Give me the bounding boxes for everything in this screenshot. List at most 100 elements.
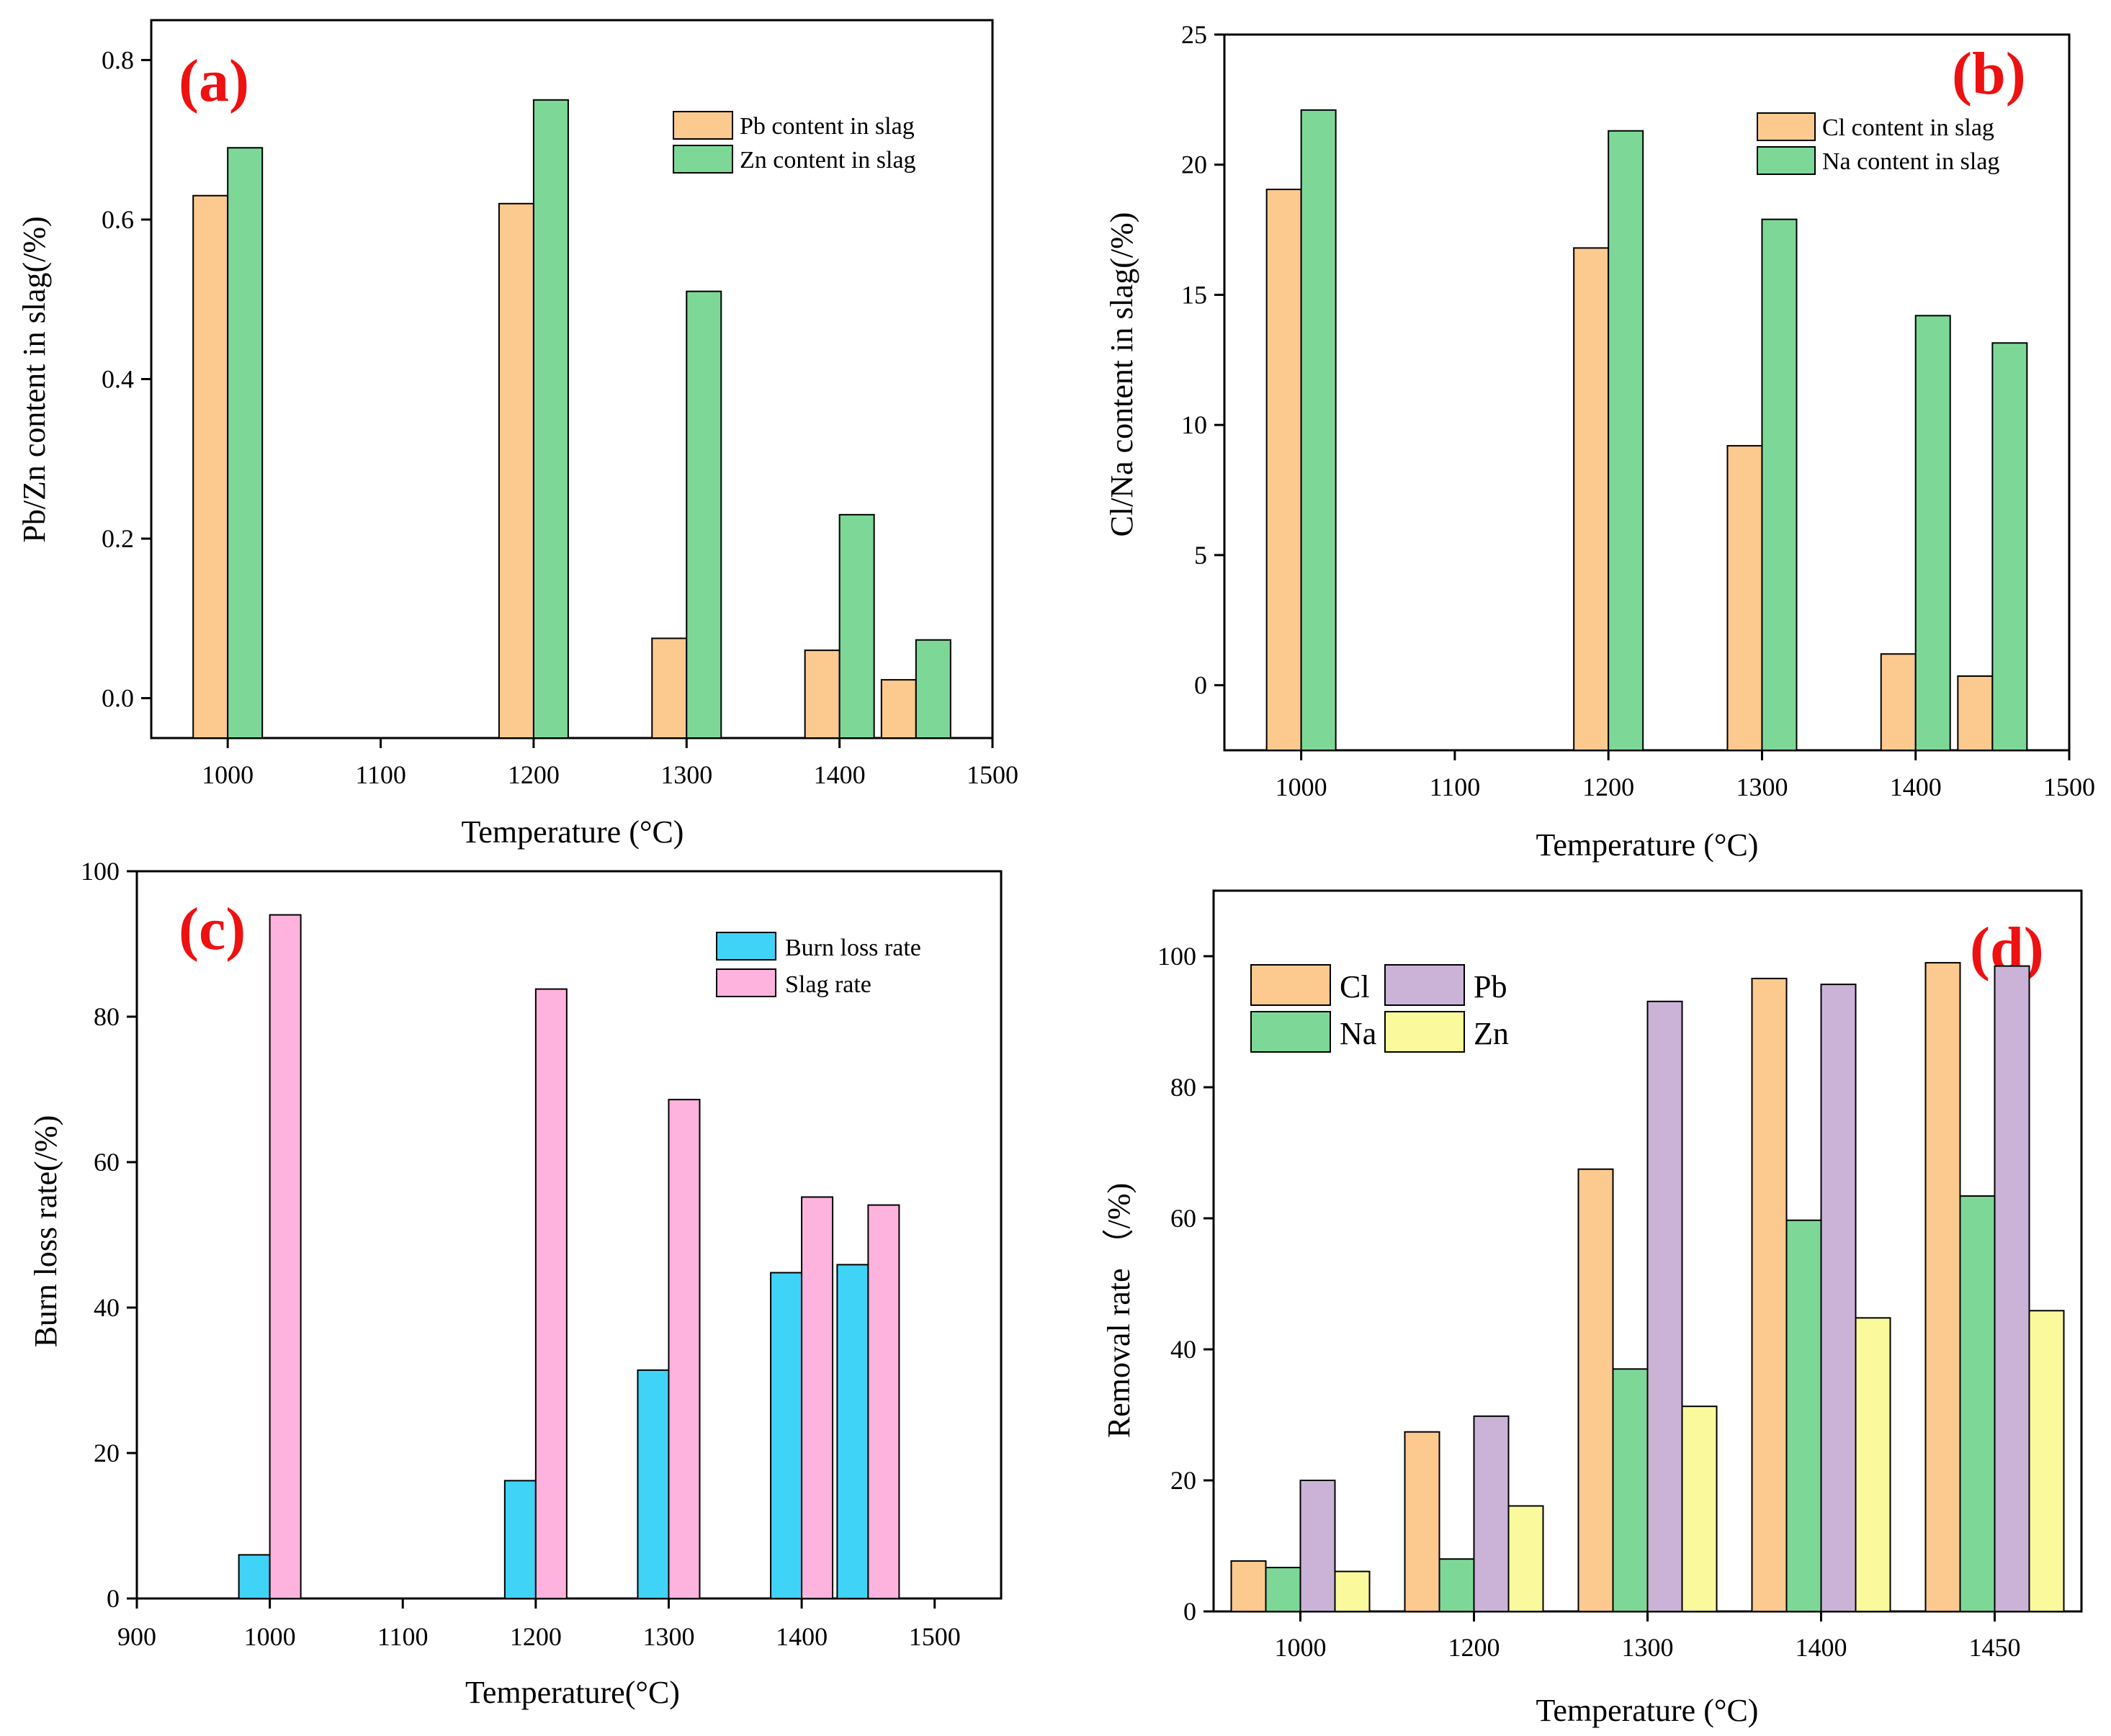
panel-c-legend-label-burn: Burn loss rate [785,935,921,961]
panel-b-y-tick-label: 15 [1181,280,1207,309]
panel-a-legend-label-pb: Pb content in slag [740,113,915,140]
panel-b-bar-na-content-in-slag [1914,315,1951,751]
panel-a-bar-zn-content-in-slag [915,639,951,739]
panel-c-bar-burn-loss-rate [770,1272,803,1600]
panel-d-bar-cl [1404,1431,1440,1613]
panel-d-bar-pb [1646,1000,1683,1613]
panel-c-x-tick-label: 1500 [909,1622,961,1651]
panel-b-bar-cl-content-in-slag [1880,653,1917,752]
panel-a-bar-zn-content-in-slag [686,290,722,739]
panel-b-chart: (b) Cl content in slag Na content in sla… [1104,20,2095,863]
panel-b-x-tick-label: 1100 [1430,773,1481,801]
panel-a-x-tick-label: 1000 [202,760,254,789]
panel-a-y-axis-label: Pb/Zn content in slag(/%) [17,216,52,542]
panel-d-x-tick-label: 1300 [1622,1633,1674,1662]
panel-d-legend-swatch-na [1250,1011,1331,1053]
panel-d-chart: (d) Cl Pb Na Zn Temperature (°C) Removal… [1101,889,2083,1728]
panel-d-bar-cl [1924,962,1961,1612]
panel-d-x-tick-label: 1450 [1969,1633,2021,1662]
panel-c-bar-slag-rate [534,988,568,1599]
panel-c-bar-slag-rate [867,1204,900,1599]
panel-b-bar-na-content-in-slag [1761,218,1798,751]
panel-d-legend-label-zn: Zn [1474,1016,1509,1051]
panel-c-bar-burn-loss-rate [836,1264,869,1600]
panel-d-bar-na [1265,1567,1301,1613]
panel-c-y-tick-label: 20 [94,1439,120,1467]
panel-d-legend-swatch-cl [1250,964,1331,1006]
panel-d-bar-cl [1751,977,1788,1612]
panel-d-y-tick-label: 60 [1170,1204,1196,1233]
panel-a-x-tick-label: 1400 [814,760,866,789]
panel-a-y-tick-label: 0.2 [102,524,134,553]
panel-d-y-tick-label: 80 [1170,1073,1196,1102]
panel-c-x-axis-label: Temperature(°C) [465,1675,680,1710]
panel-d-bar-zn [1334,1570,1371,1612]
panel-a-legend: Pb content in slag Zn content in slag [673,111,916,174]
panel-a-y-tick-label: 0.8 [102,45,134,74]
panel-b-legend: Cl content in slag Na content in slag [1757,112,1999,175]
panel-d-legend-label-na: Na [1340,1016,1376,1051]
panel-a-bar-zn-content-in-slag [227,147,264,739]
panel-c-x-tick-label: 1400 [776,1622,828,1651]
panel-b-bar-na-content-in-slag [1608,130,1644,752]
panel-b-bar-cl-content-in-slag [1726,445,1763,752]
panel-d-y-tick-label: 20 [1170,1466,1196,1495]
panel-a-x-axis-label: Temperature (°C) [462,814,684,850]
panel-b-x-axis-label: Temperature (°C) [1536,827,1759,863]
panel-c-x-tick-label: 900 [117,1622,156,1651]
panel-b-x-tick-label: 1500 [2043,773,2095,801]
panel-a-label: (a) [179,48,249,114]
panel-c-y-tick-label: 40 [94,1293,120,1322]
panel-b-y-axis-label: Cl/Na content in slag(/%) [1104,212,1139,537]
panel-c-y-tick-label: 0 [107,1584,120,1613]
panel-d-x-tick-label: 1400 [1796,1633,1847,1662]
panel-b-y-tick-label: 25 [1181,20,1207,49]
panel-b-y-tick-label: 20 [1181,150,1207,179]
panel-c-legend-label-slag: Slag rate [785,971,871,998]
panel-c-y-tick-label: 60 [94,1148,120,1177]
panel-c-bar-slag-rate [801,1196,834,1599]
panel-c-x-tick-label: 1200 [510,1622,562,1651]
panel-a-y-tick-label: 0.4 [102,365,134,394]
panel-b-bar-cl-content-in-slag [1265,189,1302,752]
panel-c-bar-burn-loss-rate [238,1554,271,1599]
panel-b-x-tick-label: 1200 [1582,773,1634,801]
panel-b-y-tick-label: 5 [1194,541,1207,570]
panel-d-legend-label-cl: Cl [1340,969,1370,1004]
panel-a-bar-pb-content-in-slag [192,194,229,739]
panel-d-bar-na [1438,1558,1475,1612]
panel-d-bar-na [1959,1195,1996,1613]
panel-d-x-axis-label: Temperature (°C) [1536,1693,1759,1728]
panel-c-y-tick-label: 80 [94,1002,120,1031]
panel-b-y-tick-label: 0 [1194,671,1207,700]
panel-d-bar-zn [1507,1505,1544,1612]
panel-a-y-tick-label: 0.0 [102,684,134,713]
panel-b-label: (b) [1952,40,2026,107]
panel-d-bar-zn [1681,1406,1718,1613]
panel-a-bar-zn-content-in-slag [532,99,569,739]
panel-b-legend-swatch-cl [1757,112,1816,141]
panel-d-y-tick-label: 40 [1170,1335,1196,1364]
panel-a-x-tick-label: 1300 [660,760,712,789]
panel-d-bar-cl [1577,1168,1614,1612]
panel-b-x-tick-label: 1400 [1890,773,1942,801]
panel-d-bar-pb [1994,965,2030,1612]
panel-c-plot-frame [135,870,1003,1600]
panel-c-bar-burn-loss-rate [637,1369,670,1599]
panel-d-x-tick-label: 1200 [1448,1633,1500,1662]
panel-b-plot-frame [1223,33,2071,752]
panel-b-legend-swatch-na [1757,146,1816,175]
panel-a-bar-pb-content-in-slag [651,637,688,739]
panel-b-y-tick-label: 10 [1181,410,1207,439]
panel-d-bar-cl [1230,1560,1267,1612]
panel-d-legend: Cl Pb Na Zn [1250,964,1509,1053]
panel-a-x-tick-label: 1100 [355,760,406,789]
panel-d-bar-na [1785,1219,1822,1612]
panel-d-bar-pb [1299,1480,1336,1612]
panel-d-legend-label-pb: Pb [1474,969,1507,1004]
panel-c-y-axis-label: Burn loss rate(/%) [28,1115,63,1348]
panel-c-legend-swatch-slag [716,968,776,997]
panel-c-bar-slag-rate [668,1099,701,1599]
panel-a-bar-pb-content-in-slag [880,679,917,739]
panel-b-bar-na-content-in-slag [1300,109,1337,751]
